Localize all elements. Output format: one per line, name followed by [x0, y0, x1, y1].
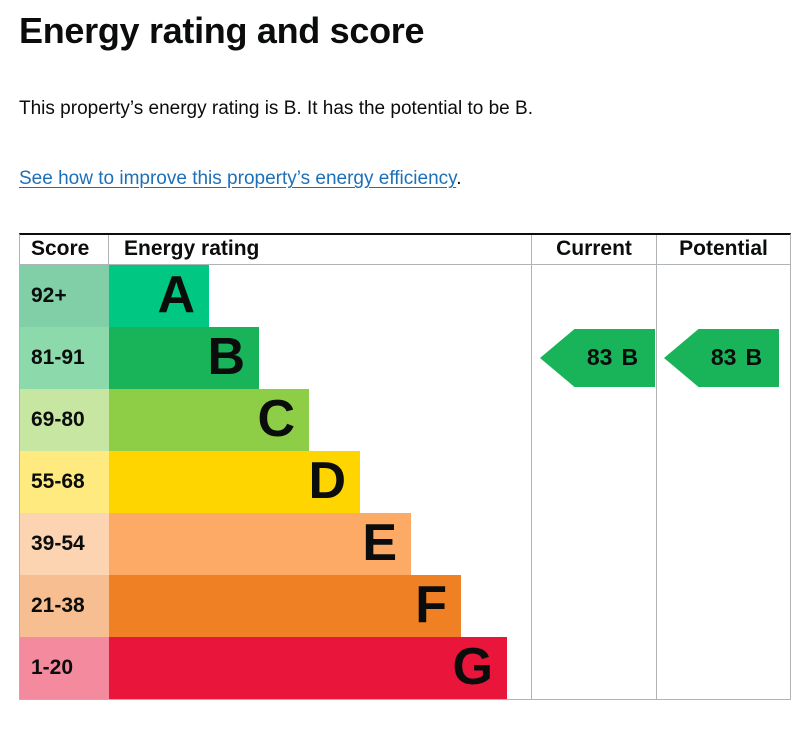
band-bar: E	[109, 512, 411, 575]
band-rating-cell: E	[109, 512, 532, 575]
potential-rating-cell	[657, 389, 790, 451]
band-bar: F	[109, 574, 461, 637]
page: Energy rating and score This property’s …	[0, 10, 806, 700]
header-potential: Potential	[679, 237, 768, 261]
header-score: Score	[20, 234, 109, 264]
epc-band-row: 21-38 F	[20, 574, 790, 637]
band-letter: E	[362, 513, 397, 572]
band-bar: C	[109, 388, 309, 451]
band-bar: G	[109, 636, 507, 699]
band-score-range: 55-68	[20, 450, 109, 513]
band-score-range: 69-80	[20, 388, 109, 451]
band-letter: B	[207, 327, 245, 386]
potential-rating-cell	[657, 451, 790, 513]
band-letter: D	[308, 451, 346, 510]
potential-rating-cell	[657, 513, 790, 575]
potential-rating-cell	[657, 265, 790, 327]
band-letter: A	[157, 265, 195, 324]
band-score-range: 1-20	[20, 636, 109, 699]
epc-band-row: 1-20 G	[20, 636, 790, 699]
link-line: See how to improve this property’s energ…	[19, 168, 790, 191]
epc-band-row: 81-91 B 83 B 83 B	[20, 326, 790, 389]
band-rating-cell: A	[109, 264, 532, 327]
band-rating-cell: C	[109, 388, 532, 451]
potential-rating-cell	[657, 637, 790, 699]
potential-rating-arrow: 83 B	[664, 328, 779, 387]
current-rating-arrow: 83 B	[540, 328, 655, 387]
improve-efficiency-link[interactable]: See how to improve this property’s energ…	[19, 168, 457, 190]
epc-band-row: 69-80 C	[20, 388, 790, 451]
current-rating-cell	[532, 264, 657, 327]
current-rating-cell: 83 B	[532, 326, 657, 389]
potential-rating-cell: 83 B	[657, 327, 790, 389]
current-rating-cell	[532, 512, 657, 575]
current-rating-cell	[532, 574, 657, 637]
band-rating-cell: D	[109, 450, 532, 513]
intro-text: This property’s energy rating is B. It h…	[19, 98, 533, 120]
energy-rating-chart: Score Energy rating Current Potential 92…	[19, 232, 791, 700]
potential-rating-cell	[657, 575, 790, 637]
potential-score: 83	[710, 344, 737, 371]
epc-band-row: 92+ A	[20, 264, 790, 327]
band-score-range: 39-54	[20, 512, 109, 575]
header-energy-rating: Energy rating	[109, 234, 532, 264]
potential-band: B	[745, 344, 763, 371]
epc-rows: 92+ A 81-91 B 83 B 83 B 69-80 C 55-68	[20, 264, 790, 699]
band-letter: C	[257, 389, 295, 448]
band-bar: D	[109, 450, 360, 513]
band-bar: B	[109, 326, 259, 389]
band-rating-cell: B	[109, 326, 532, 389]
header-current: Current	[532, 234, 657, 264]
page-title: Energy rating and score	[19, 10, 425, 51]
epc-band-row: 55-68 D	[20, 450, 790, 513]
epc-band-row: 39-54 E	[20, 512, 790, 575]
band-rating-cell: G	[109, 636, 532, 699]
band-score-range: 21-38	[20, 574, 109, 637]
band-bar: A	[109, 264, 209, 327]
current-rating-cell	[532, 450, 657, 513]
current-rating-cell	[532, 388, 657, 451]
current-score: 83	[586, 344, 613, 371]
link-suffix: .	[456, 168, 462, 190]
band-score-range: 81-91	[20, 326, 109, 389]
band-score-range: 92+	[20, 264, 109, 327]
band-letter: G	[452, 637, 493, 696]
chart-header-row: Score Energy rating Current Potential	[20, 234, 790, 265]
band-letter: F	[415, 575, 447, 634]
band-rating-cell: F	[109, 574, 532, 637]
current-rating-cell	[532, 636, 657, 699]
current-band: B	[621, 344, 639, 371]
